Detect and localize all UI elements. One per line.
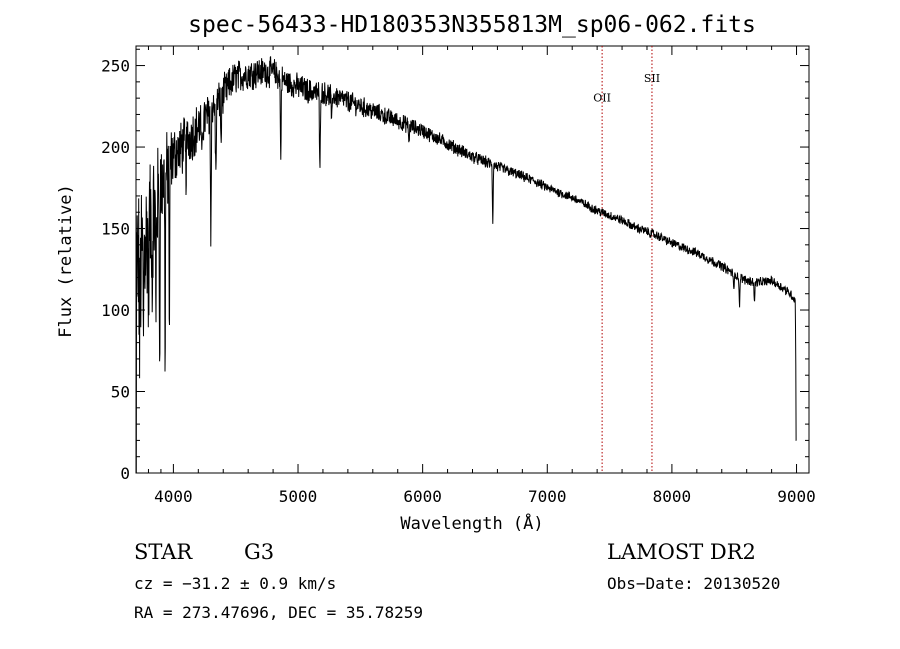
x-tick-label: 8000 — [653, 487, 692, 506]
y-tick-label: 150 — [101, 220, 130, 239]
y-tick-label: 200 — [101, 138, 130, 157]
redshift-text: cz = −31.2 ± 0.9 km/s — [134, 574, 337, 593]
chart-title: spec-56433-HD180353N355813M_sp06-062.fit… — [188, 12, 756, 38]
x-axis-ticks: 4000 5000 6000 7000 8000 9000 — [147, 46, 816, 506]
x-tick-label: 7000 — [528, 487, 567, 506]
y-tick-label: 50 — [111, 383, 130, 402]
x-tick-label: 9000 — [777, 487, 816, 506]
marker-label-sii: SII — [644, 72, 660, 85]
spectrum-line — [135, 56, 797, 474]
object-class: STAR — [134, 540, 193, 564]
plot-frame — [135, 45, 810, 474]
y-tick-label: 0 — [120, 464, 130, 483]
y-tick-label: 250 — [101, 57, 130, 76]
survey-name: LAMOST DR2 — [607, 540, 756, 564]
x-tick-label: 6000 — [403, 487, 442, 506]
x-axis-label: Wavelength (Å) — [400, 512, 543, 534]
marker-label-oii: OII — [593, 91, 611, 104]
x-tick-label: 5000 — [279, 487, 318, 506]
obs-date: Obs−Date: 20130520 — [607, 574, 781, 593]
coordinates: RA = 273.47696, DEC = 35.78259 — [134, 603, 423, 622]
object-subclass: G3 — [244, 540, 275, 564]
y-axis-ticks: 0 50 100 150 200 250 — [101, 48, 809, 483]
y-tick-label: 100 — [101, 301, 130, 320]
x-tick-label: 4000 — [154, 487, 193, 506]
y-axis-label: Flux (relative) — [56, 184, 76, 338]
line-markers: OII SII — [593, 46, 660, 473]
